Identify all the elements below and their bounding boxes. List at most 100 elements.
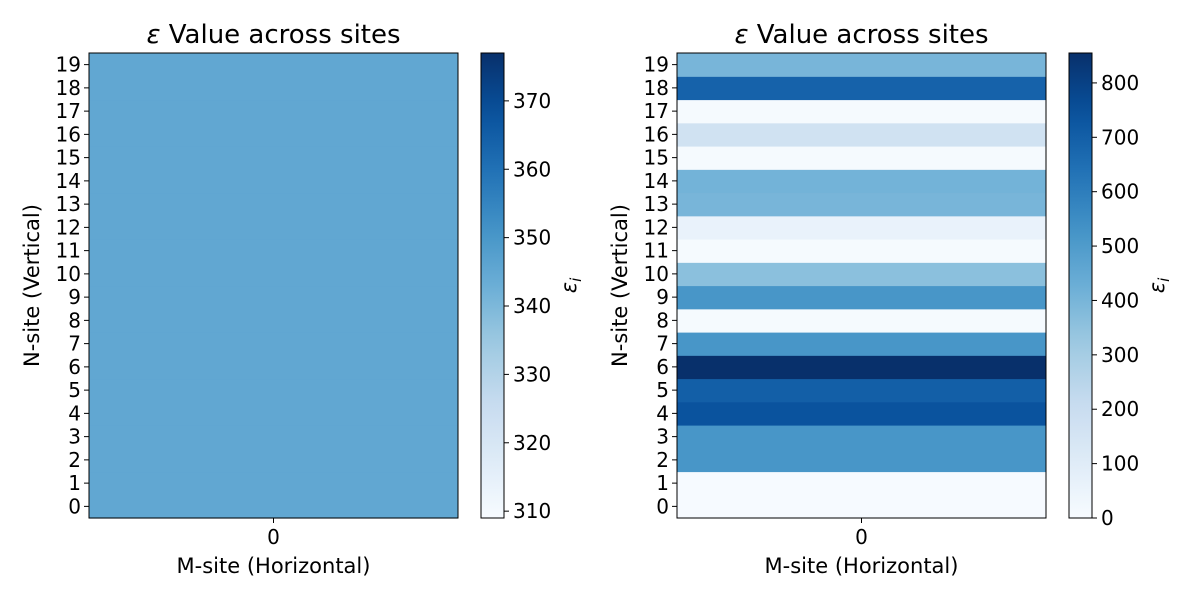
colorbar-tick-label: 340 — [513, 294, 551, 318]
y-tick-label: 14 — [644, 169, 669, 193]
colorbar-label: εi — [1145, 277, 1173, 293]
heatmap-cell-row-3 — [677, 425, 1046, 449]
title-text: Value across sites — [749, 20, 989, 50]
x-axis-label: M-site (Horizontal) — [177, 554, 371, 578]
y-tick-label: 0 — [656, 494, 669, 518]
heatmap-cell-row-11 — [677, 239, 1046, 263]
heatmap-cell-row-19 — [677, 53, 1046, 77]
y-tick-label: 12 — [56, 215, 81, 239]
colorbar-tick-label: 310 — [513, 499, 551, 523]
colorbar-label-subscript: i — [1155, 277, 1173, 282]
heatmap-cell-row-5 — [89, 378, 458, 403]
y-tick-label: 2 — [656, 448, 669, 472]
y-tick-label: 16 — [644, 122, 669, 146]
title-symbol: ε — [734, 20, 748, 50]
colorbar-tick-label: 200 — [1101, 397, 1139, 421]
x-axis-label: M-site (Horizontal) — [765, 554, 959, 578]
y-axis-label: N-site (Vertical) — [608, 204, 632, 367]
heatmap-cell-row-6 — [89, 355, 458, 380]
heatmap-cell-row-2 — [677, 448, 1046, 473]
heatmap-cell-row-4 — [89, 401, 458, 426]
heatmap-cell-row-14 — [677, 169, 1046, 194]
y-axis-label: N-site (Vertical) — [20, 204, 44, 367]
heatmap-cell-row-0 — [677, 494, 1046, 519]
x-tick-label: 0 — [855, 525, 868, 549]
colorbar-label-symbol: ε — [1145, 282, 1169, 293]
heatmap-cell-row-5 — [677, 378, 1046, 403]
y-tick-label: 19 — [56, 53, 81, 77]
title-text: Value across sites — [161, 20, 401, 50]
y-tick-label: 14 — [56, 169, 81, 193]
y-tick-label: 10 — [56, 262, 81, 286]
colorbar-tick-label: 330 — [513, 362, 551, 386]
colorbar-tick-label: 500 — [1101, 234, 1139, 258]
y-tick-label: 7 — [656, 332, 669, 356]
heatmap-cell-row-10 — [89, 262, 458, 287]
heatmap-cell-row-17 — [89, 99, 458, 124]
heatmap-cell-row-7 — [89, 332, 458, 356]
heatmap-cell-row-0 — [89, 494, 458, 519]
heatmap-cell-row-4 — [677, 401, 1046, 426]
y-tick-label: 8 — [68, 308, 81, 332]
y-tick-label: 11 — [644, 239, 669, 263]
y-tick-label: 16 — [56, 122, 81, 146]
title-symbol: ε — [146, 20, 160, 50]
colorbar-tick-label: 800 — [1101, 71, 1139, 95]
heatmap-cell-row-15 — [89, 146, 458, 170]
y-tick-label: 17 — [56, 99, 81, 123]
y-tick-label: 9 — [68, 285, 81, 309]
heatmap-cell-row-8 — [89, 308, 458, 333]
y-tick-label: 19 — [644, 53, 669, 77]
y-tick-label: 7 — [68, 332, 81, 356]
heatmap-cell-row-19 — [89, 53, 458, 77]
heatmap-cell-row-12 — [677, 215, 1046, 240]
colorbar-label: εi — [557, 277, 585, 293]
y-tick-label: 1 — [68, 471, 81, 495]
y-tick-label: 2 — [68, 448, 81, 472]
heatmap-cell-row-16 — [677, 122, 1046, 147]
heatmap-cell-row-9 — [89, 285, 458, 310]
y-tick-label: 6 — [68, 355, 81, 379]
colorbar — [480, 52, 505, 519]
y-tick-label: 8 — [656, 308, 669, 332]
heatmap-cell-row-13 — [677, 192, 1046, 217]
y-tick-label: 15 — [644, 146, 669, 170]
heatmap-cell-row-17 — [677, 99, 1046, 124]
y-tick-label: 9 — [656, 285, 669, 309]
heatmap-cell-row-16 — [89, 122, 458, 147]
y-tick-label: 5 — [656, 378, 669, 402]
heatmap-cell-row-9 — [677, 285, 1046, 310]
heatmap-cell-row-12 — [89, 215, 458, 240]
heatmap-cell-row-18 — [89, 76, 458, 101]
colorbar-tick-label: 0 — [1101, 506, 1114, 530]
y-tick-label: 15 — [56, 146, 81, 170]
colorbar-tick-label: 360 — [513, 157, 551, 181]
y-tick-label: 3 — [656, 425, 669, 449]
y-tick-label: 12 — [644, 215, 669, 239]
x-tick-label: 0 — [267, 525, 280, 549]
colorbar-tick-label: 600 — [1101, 180, 1139, 204]
chart-title: ε Value across sites — [734, 20, 988, 50]
heatmap-cell-row-15 — [677, 146, 1046, 170]
y-tick-label: 13 — [56, 192, 81, 216]
y-tick-label: 4 — [656, 401, 669, 425]
colorbar-label-subscript: i — [567, 277, 585, 282]
y-tick-label: 3 — [68, 425, 81, 449]
y-tick-label: 11 — [56, 239, 81, 263]
chart-title: ε Value across sites — [146, 20, 400, 50]
y-tick-label: 6 — [656, 355, 669, 379]
heatmap-cell-row-8 — [677, 308, 1046, 333]
colorbar-tick-label: 700 — [1101, 125, 1139, 149]
colorbar-tick-label: 400 — [1101, 288, 1139, 312]
y-tick-label: 5 — [68, 378, 81, 402]
y-tick-label: 18 — [644, 76, 669, 100]
y-tick-label: 13 — [644, 192, 669, 216]
colorbar — [1068, 52, 1093, 519]
colorbar-tick-label: 300 — [1101, 343, 1139, 367]
colorbar-label-symbol: ε — [557, 282, 581, 293]
heatmap-cell-row-1 — [89, 471, 458, 496]
colorbar-tick-label: 350 — [513, 226, 551, 250]
y-tick-label: 18 — [56, 76, 81, 100]
